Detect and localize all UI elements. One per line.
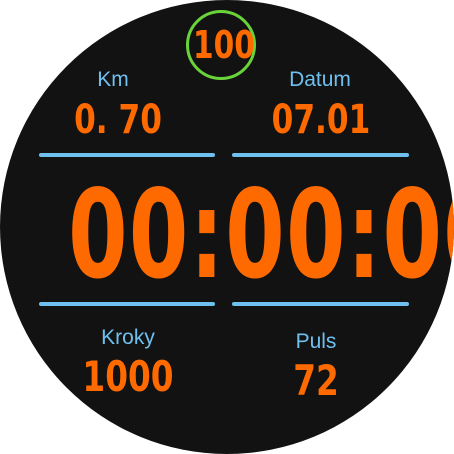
steps-label: Kroky	[78, 326, 178, 350]
km-label: Km	[68, 68, 158, 92]
divider-top-right	[232, 153, 409, 157]
pulse-label: Puls	[266, 330, 366, 354]
battery-value: 100	[187, 21, 262, 69]
steps-value: 1000	[80, 352, 177, 402]
divider-bottom-left	[39, 302, 215, 306]
pulse-value: 72	[275, 356, 356, 406]
km-value: 0. 70	[71, 96, 165, 144]
date-label: Datum	[270, 68, 370, 92]
divider-bottom-right	[232, 302, 409, 306]
date-value: 07.01	[272, 96, 369, 144]
time-display: 00:00:00	[68, 165, 386, 305]
divider-top-left	[39, 153, 215, 157]
